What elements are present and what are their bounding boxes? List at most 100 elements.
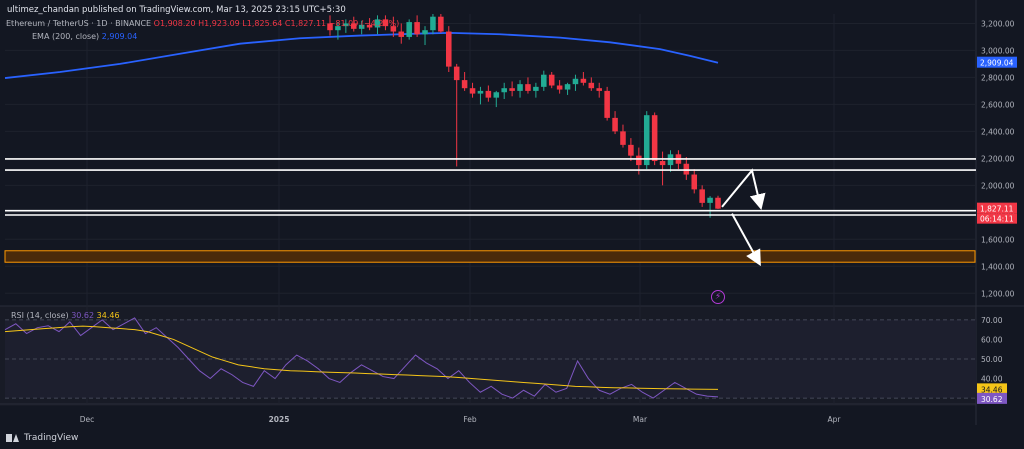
countdown-label-bg: [977, 213, 1017, 224]
candle-body: [525, 84, 531, 91]
candle-body: [374, 19, 381, 28]
candle-body: [620, 131, 626, 145]
candle-body: [358, 24, 365, 29]
publisher-line: ultimez_chandan published on TradingView…: [7, 5, 346, 15]
rsi-ma-axis-label: 34.46: [981, 385, 1003, 394]
time-tick-label: Feb: [463, 415, 477, 424]
price-tick-label: 1,600.00: [981, 235, 1015, 244]
candle-body: [343, 23, 349, 27]
flash-icon[interactable]: ⚡: [711, 290, 725, 304]
candle-body: [707, 197, 713, 203]
projection-arrow-layer: [721, 168, 766, 267]
last-price-label-bg: [977, 202, 1017, 214]
rsi-tick-label: 40.00: [981, 375, 1003, 384]
time-tick-label: Dec: [80, 415, 95, 424]
price-tick-label: 2,400.00: [981, 127, 1015, 136]
candle-body: [461, 80, 468, 89]
candle-body: [699, 189, 705, 203]
candle-body: [446, 31, 452, 67]
rsi-ma-value: 34.46: [96, 311, 120, 320]
zone-layer: [4, 250, 976, 263]
ohlc-values: O1,908.20 H1,923.09 L1,825.64 C1,827.11 …: [153, 19, 400, 28]
candle-body: [691, 174, 698, 190]
candle-body: [596, 88, 602, 91]
symbol-legend: Ethereum / TetherUS · 1D · BINANCE O1,90…: [6, 19, 399, 28]
candle-body: [643, 115, 650, 166]
candle-body: [612, 117, 618, 132]
candle-body: [438, 16, 444, 32]
price-tick-label: 2,000.00: [981, 181, 1015, 190]
candle-body: [556, 85, 563, 90]
rsi-layer: [4, 317, 976, 399]
candle-body: [517, 84, 523, 91]
price-tick-label: 1,400.00: [981, 262, 1015, 271]
price-tick-label: 1,200.00: [981, 289, 1015, 298]
candle-body: [469, 88, 476, 94]
candle-body: [588, 82, 595, 89]
time-tick-label: Mar: [633, 415, 648, 424]
candle-body: [406, 22, 412, 37]
demand-zone: [4, 250, 976, 263]
candle-body: [453, 66, 460, 81]
candle-body: [430, 16, 436, 31]
symbol-name[interactable]: Ethereum / TetherUS · 1D · BINANCE: [6, 19, 152, 28]
candle-body: [659, 161, 666, 166]
time-tick-label: Apr: [828, 415, 842, 424]
projection-up-arrow: [721, 168, 766, 211]
candle-body: [366, 24, 373, 28]
candle-body: [683, 163, 690, 175]
rsi-value-axis-label: 30.62: [981, 395, 1003, 404]
candle-body: [564, 84, 571, 90]
rsi-ma-line: [4, 325, 719, 390]
rsi-value: 30.62: [71, 311, 95, 320]
last-price-label: 1,827.11: [980, 205, 1014, 214]
rsi-tick-label: 50.00: [981, 355, 1003, 364]
price-tick-label: 2,600.00: [981, 100, 1015, 109]
rsi-ma-label-bg: [977, 383, 1007, 395]
rsi-line: [4, 317, 719, 399]
candle-body: [509, 88, 515, 91]
candle-layer: [327, 14, 721, 218]
ema-price-label-bg: [977, 56, 1017, 68]
candle-body: [604, 90, 610, 118]
price-tick-label: 3,000.00: [981, 46, 1015, 55]
tradingview-brand[interactable]: TradingView: [6, 433, 78, 443]
ema-label: EMA (200, close): [32, 32, 100, 41]
candle-body: [350, 23, 357, 29]
price-tick-label: 2,200.00: [981, 154, 1015, 163]
projection-down-arrow: [731, 213, 761, 267]
axis-layer: 3,200.00 3,000.00 2,800.00 2,600.00 2,400.00…: [80, 19, 1017, 424]
support-line-layer: [5, 158, 976, 216]
candle-body: [477, 90, 484, 94]
candle-body: [422, 30, 428, 35]
candle-body: [628, 144, 634, 156]
rsi-legend[interactable]: RSI (14, close) 30.62 34.46: [11, 311, 120, 320]
brand-name: TradingView: [24, 433, 79, 443]
price-tick-label: 2,800.00: [981, 73, 1015, 82]
candle-body: [398, 31, 405, 37]
price-tick-label: 3,200.00: [981, 19, 1015, 28]
ema-value: 2,909.04: [101, 32, 138, 41]
time-tick-label: 2025: [269, 415, 290, 424]
candle-body: [414, 22, 420, 35]
candle-body: [493, 92, 500, 98]
candle-body: [501, 88, 507, 93]
tradingview-logo-icon: [6, 433, 20, 443]
candle-body: [572, 78, 579, 85]
ema200-line: [4, 31, 719, 79]
ema-price-label: 2,909.04: [980, 59, 1014, 68]
ema-layer: [4, 31, 719, 79]
candle-body: [390, 26, 397, 32]
candle-body: [335, 26, 341, 31]
ema-legend[interactable]: EMA (200, close) 2,909.04: [32, 32, 137, 41]
candle-body: [485, 90, 492, 98]
rsi-tick-label: 70.00: [981, 316, 1003, 325]
candle-body: [327, 23, 333, 31]
candle-body: [580, 78, 587, 83]
candle-body: [636, 155, 642, 166]
candle-body: [382, 19, 389, 27]
candle-body: [533, 86, 539, 91]
candle-body: [715, 197, 721, 209]
countdown-label: 06:14:11: [980, 215, 1014, 224]
